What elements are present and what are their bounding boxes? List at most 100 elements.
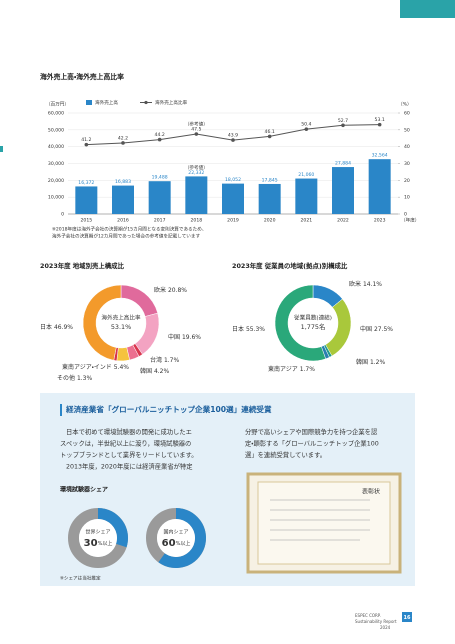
gauge-center — [79, 519, 117, 557]
segment-value: 19.6% — [182, 334, 201, 341]
segment-name: 韓国 — [356, 358, 368, 366]
bar — [332, 167, 354, 214]
segment-label: 台湾 1.7% — [150, 356, 179, 364]
y-tick-label: 30,000 — [48, 161, 64, 167]
segment-value: 5.4% — [114, 364, 130, 371]
center-value: 53.1% — [111, 323, 131, 331]
x-tick-label: 2022 — [337, 218, 349, 224]
segment-value: 27.5% — [374, 326, 393, 333]
legend-swatch — [144, 100, 148, 105]
bar-value-label: 19,488 — [152, 175, 168, 181]
x-tick-label: 2023 — [374, 218, 386, 224]
segment-label: 中国 27.5% — [360, 325, 393, 333]
segment-label: 東南アジア・インド 5.4% — [62, 363, 129, 371]
bar-value-label: 18,052 — [225, 177, 241, 183]
y2-tick-label: 40 — [404, 144, 410, 150]
line-point — [157, 137, 162, 142]
gauge-value: 60%以上 — [162, 538, 191, 549]
donut-center — [98, 300, 144, 346]
line-value-label: 44.2 — [155, 132, 165, 138]
gauge-number: 30 — [84, 538, 98, 549]
bar — [75, 186, 98, 214]
y-tick-label: 50,000 — [48, 127, 64, 133]
gauge-label: 国内シェア — [163, 529, 188, 536]
x-tick-label: 2021 — [300, 218, 312, 224]
segment-label: 日本 46.9% — [40, 323, 73, 331]
bar-value-label: 32,564 — [372, 153, 388, 159]
segment-label: 中国 19.6% — [168, 333, 201, 341]
segment-value: 1.2% — [370, 359, 386, 366]
segment-name: 中国 — [360, 325, 372, 333]
line-point — [121, 141, 125, 145]
segment-label: 欧米 20.8% — [154, 286, 187, 294]
segment-name: 日本 — [40, 323, 52, 331]
y2-tick-label: 20 — [404, 178, 410, 184]
page-number: 16 — [404, 615, 411, 621]
line-value-label: 43.9 — [228, 133, 238, 139]
bar — [368, 159, 391, 214]
section-title: 海外売上高・海外売上高比率 — [40, 72, 124, 81]
bar-value-label: 22,332 — [188, 170, 204, 176]
segment-value: 46.9% — [54, 324, 73, 331]
x-tick-label: 2019 — [227, 218, 239, 224]
legend-label: 海外売上高比率 — [155, 99, 188, 106]
award-title: 経済産業省「グローバルニッチトップ企業100選」連続受賞 — [65, 404, 272, 414]
donut-segment — [274, 284, 326, 362]
segment-label: 韓国 4.2% — [140, 367, 169, 375]
footer-company: ESPEC CORP. — [355, 613, 381, 618]
y2-axis-label: （%） — [398, 102, 412, 108]
segment-label: その他 1.3% — [57, 374, 92, 382]
bar — [148, 181, 171, 214]
bar-value-label: 27,884 — [335, 161, 351, 167]
line-value-label: 50.4 — [301, 122, 311, 128]
line-value-label: 42.2 — [118, 135, 128, 141]
award-text: トップブランドとして業界をリードしています。 — [60, 450, 198, 459]
gauge-suffix: %以上 — [176, 540, 191, 547]
bar-value-label: 17,845 — [262, 177, 278, 183]
segment-name: 東南アジア — [268, 365, 298, 373]
chart-note: ※2018年度は海外子会社の決算期が15カ月間となる変則決算であるため、 — [52, 226, 206, 233]
corner-band — [400, 0, 455, 18]
x-tick-label: 2017 — [154, 218, 166, 224]
segment-label: 東南アジア 1.7% — [268, 365, 315, 373]
footer-year: 2024 — [380, 625, 391, 630]
y-tick-label: 10,000 — [48, 195, 64, 201]
gauge-value: 30%以上 — [84, 538, 113, 549]
line-point — [84, 142, 89, 147]
segment-value: 1.3% — [77, 375, 93, 382]
line-point — [341, 123, 345, 128]
chart-note: 海外子会社の決算期が12カ月間であった場合の参考値を記載しています — [52, 233, 200, 240]
segment-value: 55.3% — [246, 326, 265, 333]
segment-value: 14.1% — [363, 281, 382, 288]
bar — [185, 176, 208, 214]
y-tick-label: 40,000 — [48, 144, 64, 150]
award-text: 定・顕彰する「グローバルニッチトップ企業100 — [245, 439, 379, 448]
legend-label: 海外売上高 — [95, 99, 118, 106]
x-tick-label: 2020 — [264, 218, 276, 224]
x-tick-label: 2016 — [117, 218, 129, 224]
gauge-arc — [158, 508, 206, 569]
chart-title: 2023年度 従業員の地域(拠点)別構成比 — [232, 261, 348, 270]
segment-value: 4.2% — [154, 368, 170, 375]
y-tick-label: 0 — [61, 212, 64, 218]
line-value-label: 52.7 — [338, 118, 348, 124]
x-unit: （年度） — [401, 217, 419, 224]
segment-name: 東南アジア・インド — [62, 363, 112, 371]
x-tick-label: 2015 — [80, 218, 92, 224]
line-value-label: 46.1 — [265, 129, 275, 135]
annotation: （参考値） — [185, 164, 208, 171]
certificate: 表彰状 — [246, 472, 402, 574]
segment-name: 台湾 — [150, 356, 162, 364]
award-text: 分野で高いシェアや国際競争力を持つ企業を認 — [245, 427, 378, 436]
y2-tick-label: 30 — [404, 161, 410, 167]
side-mark — [0, 146, 3, 152]
segment-name: 欧米 — [349, 280, 361, 288]
bar — [112, 185, 134, 214]
segment-name: 韓国 — [140, 367, 152, 375]
line-value-label: 47.5 — [191, 127, 201, 133]
footer-report: Sustainability Report — [355, 619, 397, 624]
award-text: 選」を連続受賞しています。 — [245, 450, 326, 459]
x-tick-label: 2018 — [190, 218, 202, 224]
